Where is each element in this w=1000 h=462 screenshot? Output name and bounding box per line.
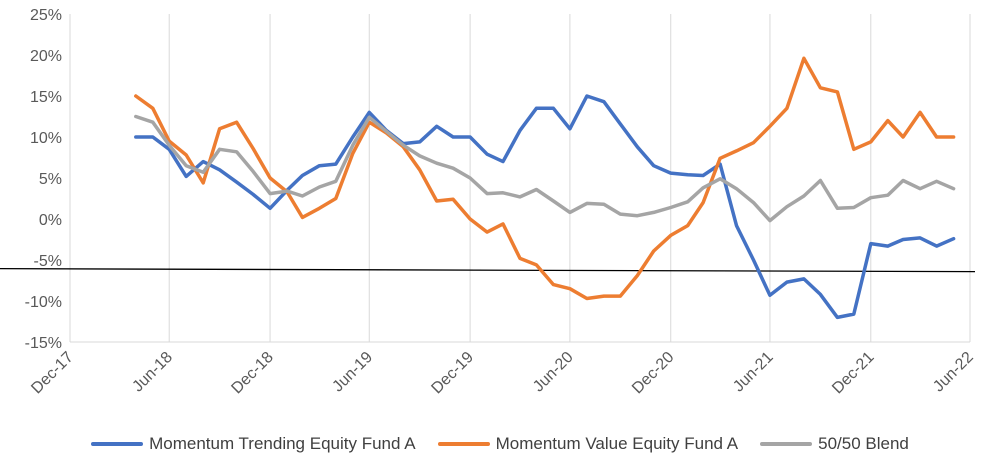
y-tick-label: 0% <box>39 212 62 229</box>
series-line-2 <box>134 56 956 301</box>
x-axis-ticks: Dec-17 Jun-18 Dec-18 Jun-19 Dec-19 Jun-20 Dec-… <box>28 349 977 398</box>
legend: Momentum Trending Equity Fund A Momentum… <box>0 430 1000 458</box>
series-lines <box>134 56 956 320</box>
legend-label-blend: 50/50 Blend <box>818 434 909 453</box>
y-tick-label: 25% <box>30 7 62 24</box>
legend-swatch-value <box>437 442 490 446</box>
x-tick-label: Jun-21 <box>730 349 777 396</box>
reference-line-layer <box>0 268 976 273</box>
y-tick-label: 10% <box>30 130 62 147</box>
x-tick-label: Jun-22 <box>930 349 977 396</box>
x-tick-label: Jun-20 <box>530 349 577 396</box>
x-tick-label: Dec-19 <box>428 349 477 398</box>
legend-label-value: Momentum Value Equity Fund A <box>495 434 739 453</box>
y-tick-label: 5% <box>39 171 62 188</box>
x-tick-label: Dec-21 <box>829 349 878 398</box>
y-tick-label: -5% <box>34 253 62 270</box>
y-tick-label: 20% <box>30 48 62 65</box>
x-tick-label: Dec-17 <box>28 349 77 398</box>
x-tick-label: Jun-18 <box>129 349 176 396</box>
legend-item-value: Momentum Value Equity Fund A <box>437 434 739 454</box>
reference-line <box>0 268 976 273</box>
legend-label-trending: Momentum Trending Equity Fund A <box>149 434 416 453</box>
x-tick-label: Jun-19 <box>329 349 376 396</box>
legend-swatch-blend <box>760 442 813 446</box>
legend-swatch-trending <box>91 442 144 446</box>
x-tick-label: Dec-18 <box>228 349 277 398</box>
y-tick-label: 15% <box>30 89 62 106</box>
y-tick-label: -15% <box>25 335 62 352</box>
y-axis-ticks: -15% -10% -5% 0% 5% 10% 15% 20% 25% <box>25 7 62 352</box>
x-tick-label: Dec-20 <box>629 349 678 398</box>
y-tick-label: -10% <box>25 294 62 311</box>
legend-item-blend: 50/50 Blend <box>760 434 909 454</box>
legend-item-trending: Momentum Trending Equity Fund A <box>91 434 416 454</box>
series-line-1 <box>134 94 956 320</box>
series-line-3 <box>134 114 956 223</box>
